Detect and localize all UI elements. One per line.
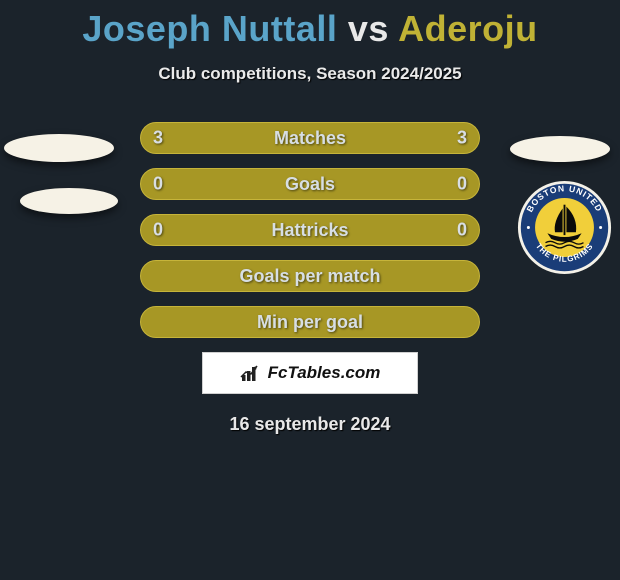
- subtitle: Club competitions, Season 2024/2025: [0, 64, 620, 84]
- stat-row: Hattricks 0 0: [140, 214, 480, 246]
- stat-left-value: 0: [153, 174, 163, 195]
- stat-label: Hattricks: [271, 220, 348, 241]
- chart-icon: [240, 363, 264, 383]
- stat-left-value: 3: [153, 128, 163, 149]
- stat-right-value: 0: [457, 220, 467, 241]
- player2-name: Aderoju: [398, 8, 538, 49]
- stat-right-value: 0: [457, 174, 467, 195]
- stat-row: Goals per match: [140, 260, 480, 292]
- watermark: FcTables.com: [202, 352, 418, 394]
- stat-row: Goals 0 0: [140, 168, 480, 200]
- stats-area: BOSTON UNITED THE PILGRIMS Matches 3 3 Goal…: [0, 122, 620, 338]
- vs-separator: vs: [337, 8, 398, 49]
- stat-row: Min per goal: [140, 306, 480, 338]
- player2-club-logo: BOSTON UNITED THE PILGRIMS: [517, 180, 612, 275]
- stat-rows: Matches 3 3 Goals 0 0 Hattricks 0 0 Goals per mat…: [140, 122, 480, 338]
- watermark-text: FcTables.com: [268, 363, 381, 383]
- stat-label: Min per goal: [257, 312, 363, 333]
- comparison-title: Joseph Nuttall vs Aderoju: [0, 0, 620, 50]
- stat-left-value: 0: [153, 220, 163, 241]
- stat-label: Goals: [285, 174, 335, 195]
- stat-label: Goals per match: [239, 266, 380, 287]
- date-line: 16 september 2024: [0, 414, 620, 435]
- player1-club-placeholder: [20, 188, 118, 214]
- player1-name: Joseph Nuttall: [82, 8, 337, 49]
- stat-row: Matches 3 3: [140, 122, 480, 154]
- player2-photo-placeholder: [510, 136, 610, 162]
- player1-photo-placeholder: [4, 134, 114, 162]
- stat-right-value: 3: [457, 128, 467, 149]
- stat-label: Matches: [274, 128, 346, 149]
